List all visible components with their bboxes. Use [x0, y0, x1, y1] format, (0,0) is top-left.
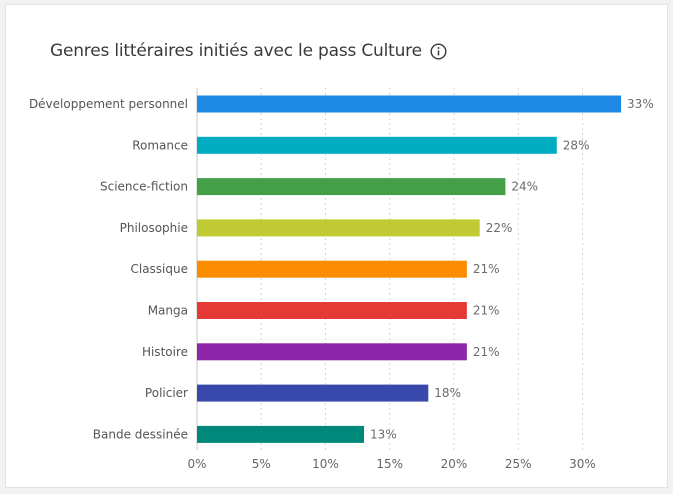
bar: [197, 302, 467, 319]
x-tick-label: 0%: [187, 457, 206, 471]
category-label: Classique: [130, 262, 188, 276]
value-label: 24%: [511, 180, 538, 194]
info-icon[interactable]: [430, 42, 447, 60]
chart-title: Genres littéraires initiés avec le pass …: [50, 41, 422, 61]
x-tick-label: 5%: [252, 457, 271, 471]
value-label: 21%: [473, 304, 500, 318]
chart-card: Genres littéraires initiés avec le pass …: [5, 4, 668, 488]
value-label: 13%: [370, 427, 397, 441]
value-label: 22%: [486, 221, 513, 235]
category-label: Histoire: [142, 345, 188, 359]
category-label: Philosophie: [120, 221, 188, 235]
x-tick-label: 20%: [441, 457, 468, 471]
x-tick-label: 25%: [505, 457, 532, 471]
bar: [197, 178, 506, 196]
value-label: 21%: [473, 345, 500, 359]
category-label: Bande dessinée: [93, 427, 188, 441]
value-label: 18%: [434, 386, 461, 400]
category-label: Développement personnel: [29, 97, 188, 111]
bar: [197, 136, 557, 154]
category-label: Romance: [132, 138, 188, 152]
x-tick-label: 30%: [569, 457, 596, 471]
x-tick-label: 15%: [376, 457, 403, 471]
bar: [197, 343, 467, 361]
category-label: Manga: [148, 304, 188, 318]
title-row: Genres littéraires initiés avec le pass …: [50, 41, 447, 61]
category-label: Policier: [145, 386, 188, 400]
value-label: 33%: [627, 97, 654, 111]
category-label: Science-fiction: [100, 180, 188, 194]
bar: [197, 384, 429, 402]
bar: [197, 260, 467, 278]
bar: [197, 95, 622, 113]
bar: [197, 219, 480, 237]
value-label: 21%: [473, 262, 500, 276]
bar: [197, 425, 365, 443]
value-label: 28%: [563, 138, 590, 152]
x-tick-label: 10%: [312, 457, 339, 471]
